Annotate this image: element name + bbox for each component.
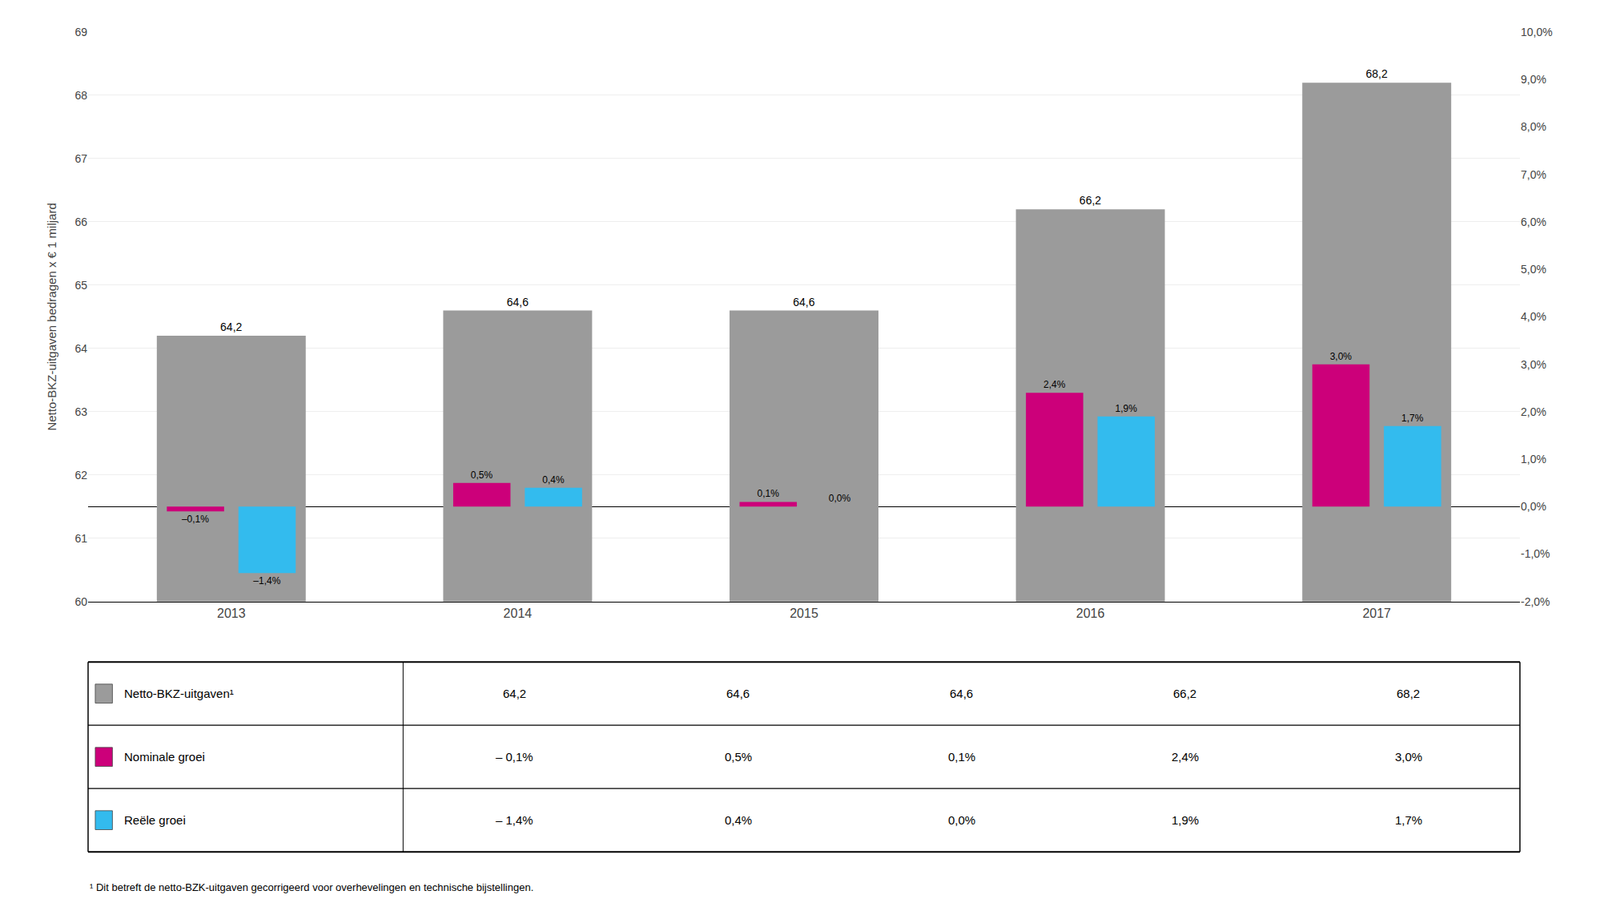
svg-text:9,0%: 9,0% xyxy=(1520,72,1547,86)
svg-text:61: 61 xyxy=(74,531,88,545)
svg-text:2,4%: 2,4% xyxy=(1171,749,1199,764)
svg-text:2013: 2013 xyxy=(217,606,246,620)
svg-text:0,4%: 0,4% xyxy=(542,474,565,486)
svg-text:67: 67 xyxy=(74,152,88,165)
svg-text:2017: 2017 xyxy=(1362,606,1391,620)
svg-text:– 1,4%: – 1,4% xyxy=(495,812,534,827)
svg-text:0,5%: 0,5% xyxy=(470,469,494,481)
svg-text:-2,0%: -2,0% xyxy=(1520,594,1551,608)
svg-text:0,1%: 0,1% xyxy=(948,749,976,764)
svg-text:3,0%: 3,0% xyxy=(1394,749,1423,764)
svg-text:68,2: 68,2 xyxy=(1396,686,1420,700)
svg-text:Nominale groei: Nominale groei xyxy=(124,749,206,764)
svg-text:0,1%: 0,1% xyxy=(756,487,780,499)
svg-text:60: 60 xyxy=(74,594,88,608)
svg-text:6,0%: 6,0% xyxy=(1520,215,1547,229)
svg-text:68: 68 xyxy=(74,88,88,102)
svg-text:69: 69 xyxy=(74,25,88,39)
svg-text:2014: 2014 xyxy=(503,606,533,620)
svg-text:2,0%: 2,0% xyxy=(1520,405,1547,419)
svg-text:-1,0%: -1,0% xyxy=(1520,546,1551,560)
svg-text:64,6: 64,6 xyxy=(949,686,973,700)
svg-text:64,6: 64,6 xyxy=(792,295,815,309)
svg-text:2016: 2016 xyxy=(1076,606,1106,620)
svg-text:–0,1%: –0,1% xyxy=(181,513,210,525)
svg-text:2,4%: 2,4% xyxy=(1043,378,1066,390)
svg-text:64: 64 xyxy=(74,341,88,355)
svg-text:1,9%: 1,9% xyxy=(1171,812,1199,827)
svg-text:0,4%: 0,4% xyxy=(724,812,752,827)
svg-text:64,6: 64,6 xyxy=(726,686,750,700)
svg-text:1,7%: 1,7% xyxy=(1401,412,1424,424)
svg-text:10,0%: 10,0% xyxy=(1520,25,1553,39)
svg-text:65: 65 xyxy=(74,278,88,292)
svg-text:64,2: 64,2 xyxy=(502,686,527,700)
svg-text:–1,4%: –1,4% xyxy=(253,574,281,587)
svg-text:64,6: 64,6 xyxy=(506,295,529,309)
svg-text:0,5%: 0,5% xyxy=(724,749,752,764)
svg-text:1,0%: 1,0% xyxy=(1520,452,1547,466)
svg-text:8,0%: 8,0% xyxy=(1520,120,1547,133)
svg-text:3,0%: 3,0% xyxy=(1330,350,1353,362)
svg-text:62: 62 xyxy=(74,468,88,482)
svg-text:66,2: 66,2 xyxy=(1173,686,1197,700)
svg-text:0,0%: 0,0% xyxy=(948,812,976,827)
svg-text:Netto-BKZ-uitgaven¹: Netto-BKZ-uitgaven¹ xyxy=(124,686,234,700)
svg-text:¹ Dit betreft de netto-BZK-uit: ¹ Dit betreft de netto-BZK-uitgaven geco… xyxy=(89,880,534,893)
svg-text:– 0,1%: – 0,1% xyxy=(495,749,534,764)
svg-text:5,0%: 5,0% xyxy=(1520,262,1547,276)
svg-text:4,0%: 4,0% xyxy=(1520,309,1547,323)
svg-text:68,2: 68,2 xyxy=(1365,67,1387,81)
svg-text:2015: 2015 xyxy=(789,606,819,620)
svg-text:64,2: 64,2 xyxy=(220,320,242,334)
svg-text:1,9%: 1,9% xyxy=(1114,402,1138,415)
svg-text:63: 63 xyxy=(74,405,88,419)
svg-text:3,0%: 3,0% xyxy=(1520,357,1547,371)
svg-text:7,0%: 7,0% xyxy=(1520,168,1547,181)
svg-text:Reële groei: Reële groei xyxy=(124,812,186,827)
svg-text:1,7%: 1,7% xyxy=(1394,812,1423,827)
svg-text:66,2: 66,2 xyxy=(1079,193,1102,207)
svg-text:Netto-BKZ-uitgaven bedragen x: Netto-BKZ-uitgaven bedragen x € 1 miljar… xyxy=(44,202,59,431)
svg-text:0,0%: 0,0% xyxy=(828,492,852,504)
svg-text:0,0%: 0,0% xyxy=(1520,499,1547,513)
svg-text:66: 66 xyxy=(74,215,88,229)
